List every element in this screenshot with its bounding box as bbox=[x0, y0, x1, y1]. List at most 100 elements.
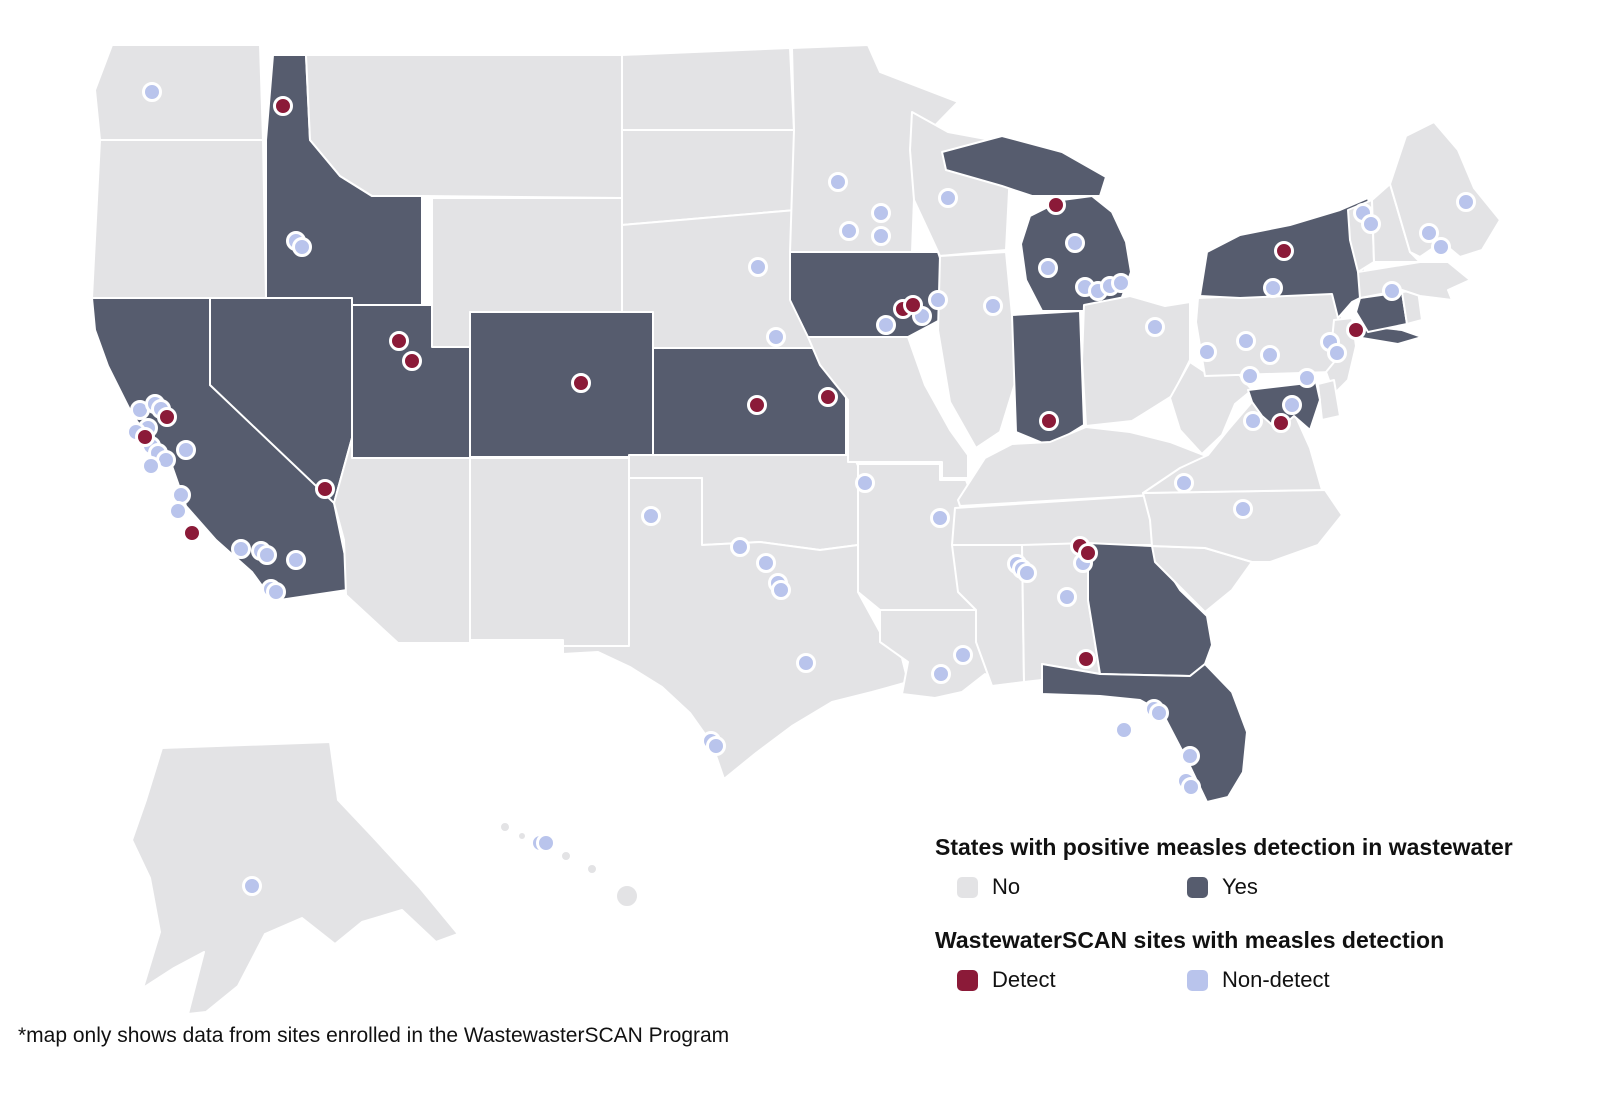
site-detect-dot bbox=[182, 523, 202, 543]
site-detect-dot bbox=[747, 395, 767, 415]
state-sd bbox=[621, 129, 803, 226]
state-mi-upper bbox=[941, 135, 1107, 197]
site-nondetect-dot bbox=[1065, 233, 1085, 253]
site-nondetect-dot bbox=[1419, 223, 1439, 243]
state-il bbox=[937, 251, 1017, 449]
state-me bbox=[1389, 121, 1501, 258]
site-nondetect-dot bbox=[1236, 331, 1256, 351]
legend: States with positive measles detection i… bbox=[935, 833, 1535, 993]
state-co bbox=[469, 311, 654, 458]
site-nondetect-dot bbox=[828, 172, 848, 192]
site-detect-dot bbox=[1046, 195, 1066, 215]
site-detect-dot bbox=[1271, 413, 1291, 433]
site-nondetect-dot bbox=[1361, 214, 1381, 234]
site-nondetect-dot bbox=[286, 550, 306, 570]
state-mt bbox=[305, 54, 623, 199]
detect-swatch bbox=[957, 969, 978, 991]
no-label: No bbox=[992, 874, 1021, 899]
site-nondetect-dot bbox=[748, 257, 768, 277]
site-nondetect-dot bbox=[176, 440, 196, 460]
site-nondetect-dot bbox=[1282, 395, 1302, 415]
site-nondetect-dot bbox=[1149, 703, 1169, 723]
state-az bbox=[333, 437, 471, 644]
site-detect-dot bbox=[1039, 411, 1059, 431]
site-dots-layer bbox=[126, 82, 1476, 896]
state-hi bbox=[586, 863, 598, 875]
state-or bbox=[91, 139, 267, 299]
site-nondetect-dot bbox=[536, 833, 556, 853]
site-detect-dot bbox=[157, 407, 177, 427]
site-nondetect-dot bbox=[796, 653, 816, 673]
legend-states-block: States with positive measles detection i… bbox=[935, 833, 1535, 900]
legend-sites-block: WastewaterSCAN sites with measles detect… bbox=[935, 926, 1535, 993]
site-nondetect-dot bbox=[1382, 281, 1402, 301]
site-detect-dot bbox=[273, 96, 293, 116]
nondetect-label: Non-detect bbox=[1222, 967, 1330, 992]
state-de bbox=[1317, 379, 1341, 421]
site-nondetect-dot bbox=[931, 664, 951, 684]
site-nondetect-dot bbox=[876, 315, 896, 335]
site-nondetect-dot bbox=[1038, 258, 1058, 278]
site-nondetect-dot bbox=[1243, 411, 1263, 431]
site-detect-dot bbox=[903, 295, 923, 315]
site-nondetect-dot bbox=[930, 508, 950, 528]
site-detect-dot bbox=[1274, 241, 1294, 261]
site-nondetect-dot bbox=[257, 545, 277, 565]
site-nondetect-dot bbox=[292, 237, 312, 257]
state-shapes bbox=[91, 44, 1501, 1015]
legend-sites-title: WastewaterSCAN sites with measles detect… bbox=[935, 927, 1445, 953]
state-hi bbox=[499, 821, 511, 833]
no-swatch bbox=[957, 876, 978, 898]
site-nondetect-dot bbox=[730, 537, 750, 557]
legend-states-row: No Yes bbox=[957, 874, 1535, 900]
site-nondetect-dot bbox=[953, 645, 973, 665]
site-nondetect-dot bbox=[231, 539, 251, 559]
state-wv bbox=[1169, 351, 1253, 455]
site-nondetect-dot bbox=[1327, 343, 1347, 363]
state-mo bbox=[807, 336, 969, 479]
site-nondetect-dot bbox=[142, 82, 162, 102]
legend-states-title: States with positive measles detection i… bbox=[935, 834, 1513, 860]
site-nondetect-dot bbox=[266, 582, 286, 602]
site-nondetect-dot bbox=[871, 226, 891, 246]
site-nondetect-dot bbox=[766, 327, 786, 347]
site-nondetect-dot bbox=[242, 876, 262, 896]
site-nondetect-dot bbox=[171, 485, 191, 505]
site-detect-dot bbox=[571, 373, 591, 393]
site-nondetect-dot bbox=[855, 473, 875, 493]
site-nondetect-dot bbox=[706, 736, 726, 756]
state-nd bbox=[621, 47, 795, 131]
site-detect-dot bbox=[1076, 649, 1096, 669]
site-nondetect-dot bbox=[771, 580, 791, 600]
detect-label: Detect bbox=[992, 967, 1056, 992]
site-nondetect-dot bbox=[1431, 237, 1451, 257]
site-nondetect-dot bbox=[839, 221, 859, 241]
legend-item-no: No bbox=[957, 874, 1187, 900]
state-nh bbox=[1371, 183, 1421, 263]
site-nondetect-dot bbox=[1114, 720, 1134, 740]
site-nondetect-dot bbox=[983, 296, 1003, 316]
state-nm bbox=[469, 457, 630, 653]
site-nondetect-dot bbox=[168, 501, 188, 521]
state-ma bbox=[1357, 261, 1471, 301]
site-nondetect-dot bbox=[141, 456, 161, 476]
site-nondetect-dot bbox=[1145, 317, 1165, 337]
yes-label: Yes bbox=[1222, 874, 1258, 899]
site-detect-dot bbox=[1346, 320, 1366, 340]
site-nondetect-dot bbox=[871, 203, 891, 223]
site-nondetect-dot bbox=[641, 506, 661, 526]
site-nondetect-dot bbox=[1057, 587, 1077, 607]
legend-item-nondetect: Non-detect bbox=[1187, 967, 1417, 993]
site-nondetect-dot bbox=[1263, 278, 1283, 298]
site-nondetect-dot bbox=[1240, 366, 1260, 386]
site-detect-dot bbox=[818, 387, 838, 407]
state-nc bbox=[1142, 489, 1343, 563]
state-fl bbox=[1041, 663, 1248, 803]
site-detect-dot bbox=[315, 479, 335, 499]
site-detect-dot bbox=[1078, 543, 1098, 563]
site-nondetect-dot bbox=[1233, 499, 1253, 519]
footnote: *map only shows data from sites enrolled… bbox=[18, 1024, 730, 1047]
legend-item-yes: Yes bbox=[1187, 874, 1417, 900]
